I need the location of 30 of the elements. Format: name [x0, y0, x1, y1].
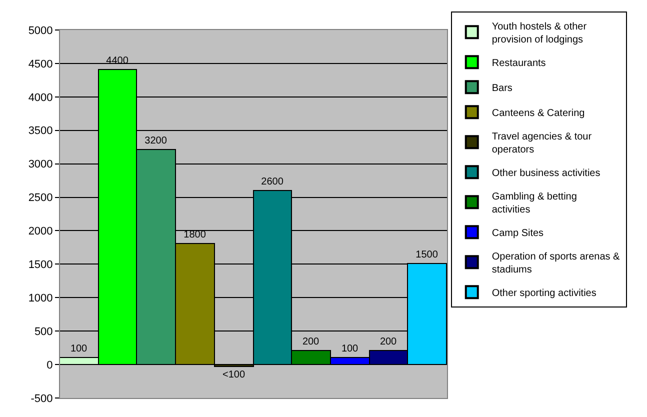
legend-label: Other business activities — [492, 168, 600, 179]
y-tick-label: 5000 — [28, 24, 53, 37]
legend-label: Bars — [492, 83, 512, 94]
y-tick-label: -500 — [30, 392, 53, 405]
legend-label: Canteens & Catering — [492, 108, 585, 119]
y-tick-label: 4000 — [28, 92, 53, 104]
legend-label: Gambling & betting activities — [492, 192, 577, 216]
legend-label: Youth hostels & other provision of lodgings — [492, 22, 588, 46]
y-tick-label: 4500 — [28, 58, 53, 70]
legend-label: Restaurants — [492, 58, 546, 69]
legend-label: Other sporting activities — [492, 288, 596, 299]
y-tick-label: 500 — [34, 326, 53, 338]
data-label: 2600 — [261, 176, 284, 188]
data-label: 1500 — [416, 250, 438, 260]
data-label: 100 — [70, 344, 88, 354]
legend-label: Camp Sites — [492, 228, 544, 239]
data-label: <100 — [222, 370, 246, 380]
data-label: 100 — [341, 344, 359, 354]
y-tick-label: 3500 — [28, 125, 53, 138]
y-tick-label: 1500 — [28, 259, 53, 272]
legend-label: Travel agencies & tour operators — [492, 132, 592, 156]
y-tick-label: 2000 — [28, 226, 53, 238]
y-tick-label: 3000 — [28, 158, 53, 171]
y-tick-label: 2500 — [28, 192, 53, 204]
data-label: 200 — [302, 336, 320, 348]
data-label: 3200 — [144, 136, 168, 146]
y-tick-label: 0 — [46, 359, 53, 372]
legend-label: Operation of sports arenas & stadiums — [492, 252, 620, 276]
data-label: 200 — [380, 336, 398, 348]
y-tick-label: 1000 — [28, 292, 53, 304]
